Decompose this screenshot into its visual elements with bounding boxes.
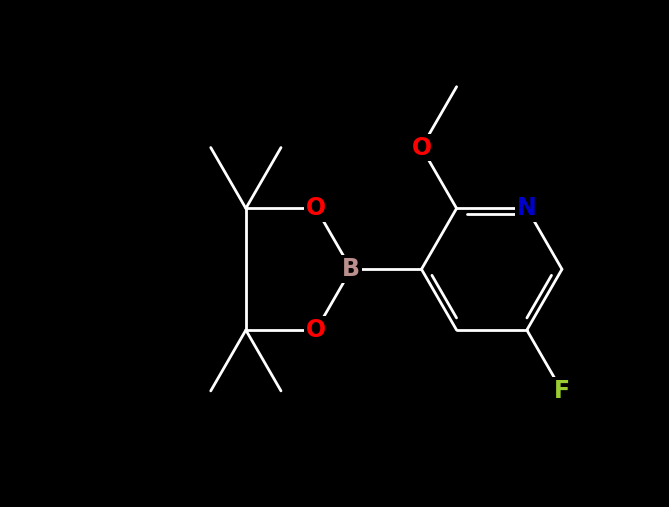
Text: O: O [306, 318, 326, 342]
Text: O: O [306, 196, 326, 221]
Text: O: O [411, 135, 432, 160]
Text: F: F [554, 379, 570, 403]
Text: B: B [343, 257, 360, 281]
Text: N: N [517, 196, 537, 221]
